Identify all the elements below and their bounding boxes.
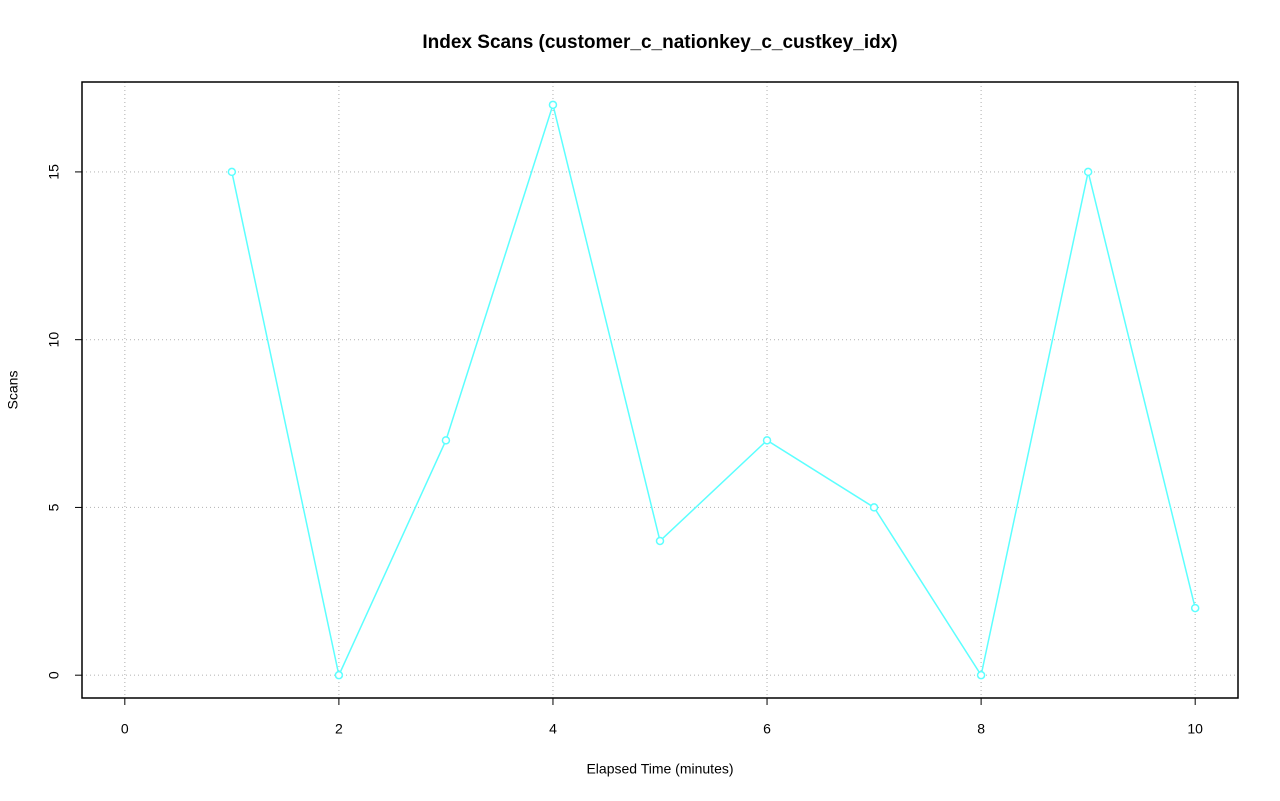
point xyxy=(548,100,558,110)
point xyxy=(762,436,772,445)
chart-title: Index Scans (customer_c_nationkey_c_cust… xyxy=(422,32,897,53)
y-tick-label: 15 xyxy=(46,164,62,180)
x-tick-label: 6 xyxy=(763,721,771,737)
point xyxy=(1190,603,1200,613)
point xyxy=(227,167,237,177)
y-tick-label: 10 xyxy=(46,332,62,348)
x-tick-label: 10 xyxy=(1187,721,1203,737)
y-tick-label: 0 xyxy=(46,671,62,679)
point xyxy=(976,670,986,680)
x-tick-label: 8 xyxy=(977,721,985,737)
point xyxy=(1083,167,1093,177)
x-axis-label: Elapsed Time (minutes) xyxy=(586,761,733,777)
y-tick-label: 5 xyxy=(46,503,62,511)
point xyxy=(655,536,665,546)
x-tick-label: 0 xyxy=(121,721,129,737)
point xyxy=(334,670,344,680)
point xyxy=(869,503,879,512)
point xyxy=(441,436,451,445)
x-tick-label: 2 xyxy=(335,721,343,737)
line xyxy=(231,102,1196,678)
y-axis-label: Scans xyxy=(5,371,21,410)
x-tick-label: 4 xyxy=(549,721,557,737)
plot-frame xyxy=(81,81,1239,699)
